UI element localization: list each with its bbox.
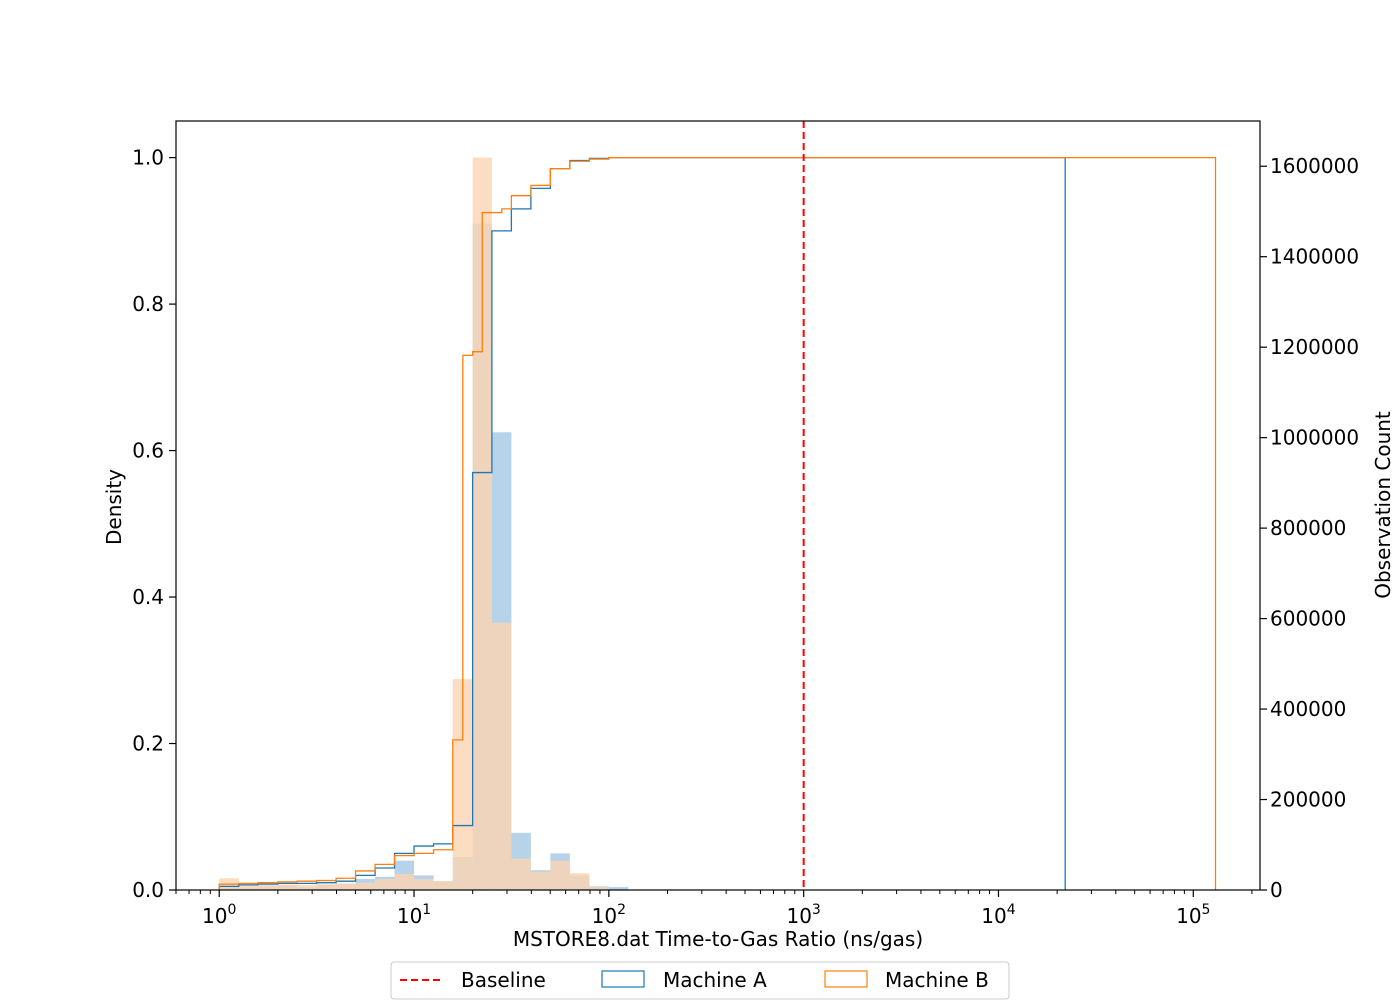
right-y-tick-label: 1000000 [1270,426,1359,450]
histogram-bar [375,879,395,890]
right-y-tick-label: 1400000 [1270,245,1359,269]
histogram-bar [355,882,376,890]
left-y-tick-label: 1.0 [132,146,164,170]
x-tick-label: 102 [592,902,626,928]
histogram-bar [414,879,434,890]
histogram-bar [550,860,570,890]
left-y-axis-label: Density [102,469,126,545]
x-tick-label: 101 [397,902,431,928]
right-y-tick-label: 800000 [1270,516,1346,540]
series-machine-b-bars [219,157,609,891]
cdf-line-machine-b [218,156,1217,890]
x-axis-label: MSTORE8.dat Time-to-Gas Ratio (ns/gas) [513,927,923,951]
left-y-axis-ticks: 0.0 0.2 0.4 0.6 0.8 1.0 [132,146,176,902]
right-y-tick-label: 200000 [1270,788,1346,812]
plot-area [218,121,1217,891]
legend-machine-a-swatch [601,970,645,988]
right-y-tick-label: 400000 [1270,697,1346,721]
histogram-bar [316,884,337,890]
histogram-bar [394,873,415,890]
histogram-bar [491,622,512,890]
histogram-bar [433,881,453,890]
histogram-bar [569,873,590,890]
histogram-bar [238,884,258,890]
plot-frame [175,120,1261,891]
cdf-line-machine-a [218,156,1066,890]
legend-machine-a-label: Machine A [663,968,767,992]
histogram-bar [336,883,356,890]
histogram-bar [608,887,629,890]
left-y-tick-label: 0.2 [132,732,164,756]
left-y-tick-label: 0.8 [132,292,164,316]
right-y-axis-ticks: 0 200000 400000 600000 800000 1000000 1200000 1… [1260,154,1359,902]
x-tick-label: 100 [202,902,236,928]
x-tick-label: 105 [1176,902,1210,928]
histogram-bar [277,884,298,890]
histogram-bar [297,884,317,890]
left-y-tick-label: 0.0 [132,878,164,902]
legend: Baseline Machine A Machine B [390,961,1010,1000]
x-tick-label: 104 [981,902,1015,928]
histogram-bar [257,884,278,890]
legend-machine-b-label: Machine B [885,968,989,992]
right-y-tick-label: 1600000 [1270,154,1359,178]
histogram-bar [472,157,492,891]
left-y-tick-label: 0.4 [132,585,164,609]
series-machine-a-bars [219,223,629,891]
right-y-tick-label: 0 [1270,878,1283,902]
histogram-bar [511,858,531,890]
legend-machine-b-swatch [824,970,868,988]
left-y-tick-label: 0.6 [132,439,164,463]
histogram-bar [530,871,551,890]
x-axis-ticks: 100 101 102 103 104 105 [175,890,1253,928]
right-y-tick-label: 1200000 [1270,335,1359,359]
histogram-bar [452,679,473,890]
legend-baseline-label: Baseline [461,968,546,992]
right-y-tick-label: 600000 [1270,607,1346,631]
histogram-bar [589,887,609,890]
right-y-axis-label: Observation Count [1371,411,1395,599]
x-tick-label: 103 [786,902,820,928]
